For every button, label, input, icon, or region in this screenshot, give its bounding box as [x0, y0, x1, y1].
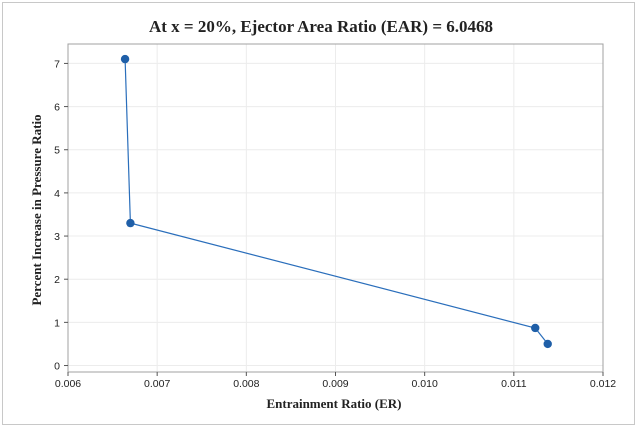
y-tick-label: 0 [54, 361, 60, 373]
x-axis: 0.006 0.007 0.008 0.009 0.010 0.011 0.012 [55, 372, 616, 390]
line-chart: At x = 20%, Ejector Area Ratio (EAR) = 6… [29, 17, 616, 411]
y-tick-label: 3 [54, 231, 60, 243]
y-tick-label: 6 [54, 102, 60, 114]
y-tick-label: 7 [54, 58, 60, 70]
x-tick-label: 0.006 [55, 378, 81, 390]
y-axis: 0 1 2 3 4 5 6 7 [54, 58, 68, 373]
x-axis-label: Entrainment Ratio (ER) [266, 396, 401, 411]
chart-frame: At x = 20%, Ejector Area Ratio (EAR) = 6… [2, 2, 635, 425]
data-point [126, 218, 135, 228]
data-point [531, 323, 540, 333]
x-tick-label: 0.010 [412, 378, 438, 390]
grid-lines [67, 44, 604, 372]
data-point [120, 54, 130, 64]
x-tick-label: 0.007 [144, 378, 170, 390]
y-axis-label: Percent Increase in Pressure Ratio [29, 114, 44, 305]
data-point [543, 339, 552, 349]
x-tick-label: 0.011 [501, 378, 527, 390]
y-tick-label: 1 [54, 317, 60, 329]
series [120, 54, 552, 349]
x-tick-label: 0.008 [233, 378, 259, 390]
y-tick-label: 4 [54, 188, 60, 200]
x-tick-label: 0.009 [322, 378, 348, 390]
y-tick-label: 2 [54, 274, 60, 286]
x-tick-label: 0.012 [590, 378, 616, 390]
y-tick-label: 5 [54, 145, 60, 157]
series-line [124, 59, 549, 345]
chart-title: At x = 20%, Ejector Area Ratio (EAR) = 6… [149, 17, 493, 36]
